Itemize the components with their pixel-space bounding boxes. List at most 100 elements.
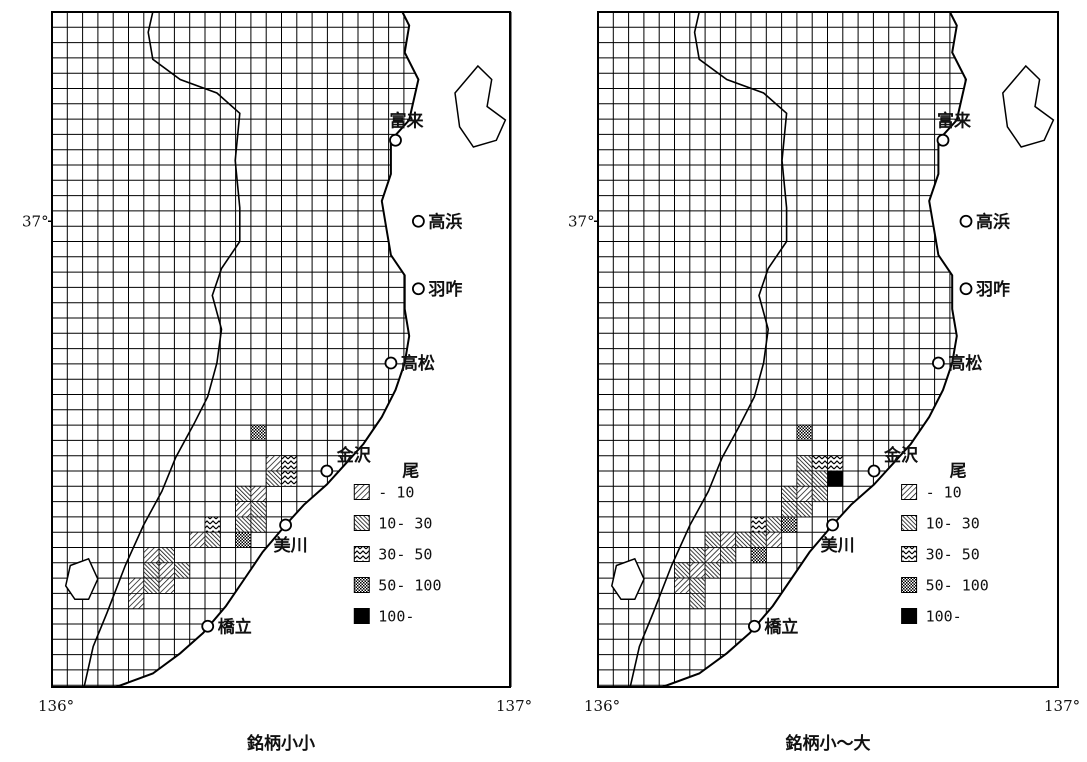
catch-cell xyxy=(235,485,252,502)
legend-swatch xyxy=(901,546,918,562)
catch-cell xyxy=(827,470,844,487)
catch-cell xyxy=(281,455,298,472)
city-marker xyxy=(384,356,398,370)
map-frame xyxy=(51,11,511,688)
catch-cell xyxy=(750,547,767,564)
depth-contour xyxy=(629,11,788,688)
catch-cell xyxy=(265,470,282,487)
legend-swatch xyxy=(353,546,370,562)
city-label: 羽咋 xyxy=(428,279,462,300)
city-label: 金沢 xyxy=(883,445,919,466)
city-label: 美川 xyxy=(274,535,308,556)
land-area xyxy=(116,12,510,687)
catch-cell xyxy=(158,562,175,579)
catch-cell xyxy=(796,501,813,518)
legend-label: 10- 30 xyxy=(378,515,432,533)
catch-cell xyxy=(250,424,267,441)
catch-cell xyxy=(750,516,767,533)
city-marker xyxy=(748,619,761,633)
city-label: 富来 xyxy=(937,110,972,131)
lat-label: 37° xyxy=(22,212,49,230)
city-label: 高松 xyxy=(401,353,435,374)
catch-cell xyxy=(796,470,813,487)
lat-label: 37° xyxy=(568,212,595,230)
city-label: 高松 xyxy=(948,353,982,374)
catch-cell xyxy=(704,531,721,548)
city-marker xyxy=(411,214,425,228)
catch-cell xyxy=(250,516,267,533)
legend-swatch xyxy=(901,515,918,531)
catch-cell xyxy=(796,455,813,472)
catch-cell xyxy=(265,455,282,472)
peninsula-outline xyxy=(454,64,507,148)
land-area xyxy=(662,12,1058,687)
catch-cell xyxy=(811,485,828,502)
catch-cell xyxy=(189,531,206,548)
city-label: 富来 xyxy=(390,110,425,131)
catch-cell xyxy=(158,547,175,564)
city-label: 高浜 xyxy=(976,211,1010,232)
catch-cell xyxy=(827,455,844,472)
legend-unit: 尾 xyxy=(402,462,419,482)
catch-cell xyxy=(689,562,706,579)
catch-cell xyxy=(674,562,691,579)
city-label: 金沢 xyxy=(336,445,372,466)
catch-cell xyxy=(704,562,721,579)
city-label: 美川 xyxy=(821,535,855,556)
catch-cell xyxy=(235,501,252,518)
city-marker xyxy=(932,356,945,370)
catch-cell xyxy=(235,516,252,533)
catch-cell xyxy=(158,577,175,594)
catch-cell xyxy=(796,424,813,441)
catch-cell xyxy=(143,547,160,564)
catch-cell xyxy=(796,485,813,502)
city-marker xyxy=(826,518,839,532)
catch-cell xyxy=(750,531,767,548)
lon-label-left: 136° xyxy=(38,697,74,715)
catch-cell xyxy=(128,593,145,610)
catch-cell xyxy=(781,501,798,518)
catch-cell xyxy=(143,577,160,594)
lon-label-left: 136° xyxy=(584,697,620,715)
catch-cell xyxy=(704,547,721,564)
city-label: 橋立 xyxy=(764,616,798,637)
catch-cell xyxy=(811,470,828,487)
map-caption: 銘柄小～大 xyxy=(786,733,871,754)
catch-cell xyxy=(674,577,691,594)
coastline xyxy=(662,11,968,688)
catch-cell xyxy=(204,516,221,533)
city-marker xyxy=(959,282,973,296)
catch-cell xyxy=(689,547,706,564)
city-marker xyxy=(936,133,950,147)
city-marker xyxy=(411,282,425,296)
catch-cell xyxy=(173,562,191,579)
catch-cell xyxy=(281,470,298,487)
city-label: 高浜 xyxy=(428,211,462,232)
city-marker xyxy=(389,133,402,147)
city-marker xyxy=(201,619,215,633)
catch-cell xyxy=(143,562,160,579)
legend-swatch xyxy=(901,484,918,500)
legend-swatch xyxy=(353,577,370,593)
peninsula-outline xyxy=(1002,64,1055,148)
catch-cell xyxy=(765,531,782,548)
legend-label: 30- 50 xyxy=(926,546,980,564)
legend-label: 50- 100 xyxy=(926,577,989,595)
catch-cell xyxy=(781,516,798,533)
catch-cell xyxy=(250,501,267,518)
catch-cell xyxy=(689,593,706,610)
catch-cell xyxy=(781,485,798,502)
legend-unit: 尾 xyxy=(950,462,967,482)
catch-cell xyxy=(128,577,145,594)
legend-swatch xyxy=(901,577,918,593)
catch-cell xyxy=(235,531,252,548)
map-caption: 銘柄小小 xyxy=(247,733,315,754)
legend-label: 50- 100 xyxy=(378,577,441,595)
catch-cell xyxy=(204,531,221,548)
catch-cell xyxy=(811,455,828,472)
legend-label: - 10 xyxy=(926,484,962,502)
depth-contour xyxy=(83,11,241,688)
depth-contour-loop xyxy=(610,557,645,601)
city-marker xyxy=(867,464,881,478)
